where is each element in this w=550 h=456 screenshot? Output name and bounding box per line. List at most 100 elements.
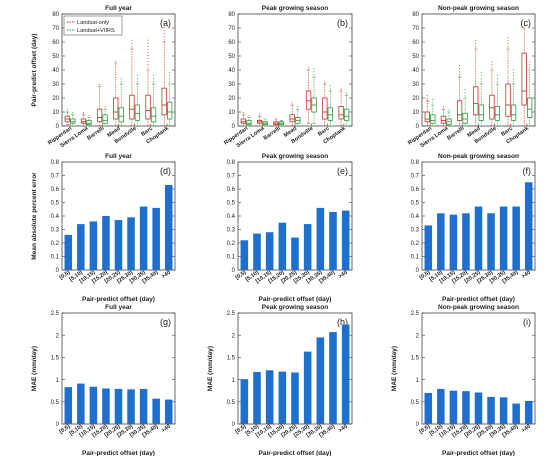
y-tick-label: 0.8 [411, 160, 420, 166]
outlier-point [297, 106, 299, 108]
outlier-point [131, 43, 133, 45]
y-tick-label: 0.6 [227, 187, 236, 193]
outlier-point [152, 75, 155, 77]
y-tick-label: 0.5 [51, 400, 60, 406]
y-tick-label: 0.2 [51, 241, 60, 247]
bar [127, 217, 135, 270]
outlier-point [147, 42, 149, 44]
bar [512, 403, 520, 424]
outlier-point [169, 75, 171, 77]
box-landsat-viirs [527, 61, 533, 127]
outlier-point [459, 68, 461, 70]
outlier-point [131, 46, 133, 48]
y-axis-label: MAE (mm/day) [31, 346, 38, 391]
chart-panel-g: 0 0.5 1 1.5 2 2.5 Full year (g) MAE (mm/day) [0,5… [31, 304, 176, 456]
box-landsat-viirs [295, 106, 301, 127]
bar [487, 213, 495, 270]
y-tick-label: 20 [228, 96, 235, 102]
panel-letter: (g) [160, 317, 171, 327]
y-tick-label: 0.5 [51, 201, 60, 207]
y-tick-label: 0 [232, 124, 236, 130]
outlier-point [491, 67, 493, 69]
y-tick-label: 60 [412, 40, 419, 46]
y-tick-label: 10 [412, 110, 419, 116]
outlier-point [529, 64, 531, 66]
x-tick-label: >40 [521, 270, 532, 280]
bar [77, 383, 85, 424]
plot-area [421, 13, 536, 127]
y-tick-label: 0.5 [227, 201, 236, 207]
box-landsat-viirs [118, 78, 124, 127]
box-iqr [505, 83, 511, 117]
outlier-point [152, 78, 155, 80]
box-iqr [478, 104, 484, 121]
outlier-point [496, 81, 498, 83]
bar [303, 351, 312, 424]
y-tick-label: 80 [52, 12, 59, 18]
outlier-point [99, 84, 101, 86]
y-tick-label: 1 [416, 378, 420, 384]
outlier-point [147, 58, 149, 60]
x-axis-label: Pair-predict offset (day) [82, 296, 155, 303]
y-tick-label: 0.1 [411, 255, 420, 261]
box-landsat-only [456, 65, 463, 127]
outlier-point [313, 68, 315, 70]
x-tick-label: [0,5) [419, 270, 432, 282]
bar [152, 398, 160, 424]
box-landsat-only [145, 39, 151, 127]
y-tick-label: 0.1 [227, 255, 236, 261]
outlier-point [507, 46, 509, 48]
outlier-point [163, 23, 165, 26]
y-axis-label: MAE (mm/day) [391, 346, 398, 391]
box-iqr [305, 90, 312, 110]
bar [487, 396, 495, 424]
y-tick-label: 0.1 [51, 255, 60, 261]
bar [164, 399, 173, 424]
chart-panel-c: 0 10 20 30 40 50 60 70 80 Non-peak growing season… [407, 5, 536, 149]
x-tick-label: Barrelli [263, 125, 283, 141]
y-tick-label: 0.7 [411, 174, 420, 180]
x-axis-label: Pair-predict offset (day) [82, 450, 155, 456]
panel-title: Full year [105, 5, 132, 12]
outlier-point [147, 51, 149, 54]
y-tick-label: 0 [56, 268, 60, 274]
box-iqr [494, 106, 501, 121]
outlier-point [72, 112, 74, 114]
y-tick-label: 2 [232, 333, 236, 339]
bar [341, 324, 350, 424]
outlier-point [442, 106, 445, 108]
box-iqr [113, 97, 119, 120]
legend-box [63, 15, 123, 36]
y-tick-label: 0 [56, 124, 60, 130]
chart-panel-f: 0 0.1 0.2 0.3 0.4 0.5 0.6 0.7 0.8 Non-peak growin… [411, 153, 536, 303]
outlier-point [147, 45, 149, 47]
y-tick-label: 10 [228, 110, 235, 116]
box-landsat-only [64, 109, 70, 125]
y-tick-label: 1.5 [227, 356, 236, 362]
x-tick-label: Barrelli [86, 125, 106, 141]
box-iqr [118, 107, 124, 123]
box-iqr [80, 118, 87, 124]
box-iqr [510, 104, 517, 121]
box-iqr [70, 118, 76, 124]
box-landsat-viirs [167, 72, 173, 127]
bar [89, 221, 98, 270]
bar [291, 372, 299, 424]
bar [424, 392, 433, 424]
outlier-point [480, 75, 482, 77]
outlier-point [147, 67, 149, 69]
box-landsat-only [161, 23, 167, 127]
outlier-point [426, 95, 428, 97]
bar [114, 388, 123, 424]
outlier-point [169, 72, 171, 74]
box-iqr [489, 94, 495, 120]
y-tick-label: 2.5 [411, 311, 420, 317]
outlier-point [307, 67, 310, 69]
bar [449, 214, 458, 270]
y-tick-label: 70 [228, 26, 235, 32]
bar [499, 397, 508, 424]
x-axis-label: Pair-predict offset (day) [442, 296, 515, 303]
bar [512, 206, 520, 270]
outlier-point [496, 75, 498, 77]
outlier-point [147, 39, 149, 41]
